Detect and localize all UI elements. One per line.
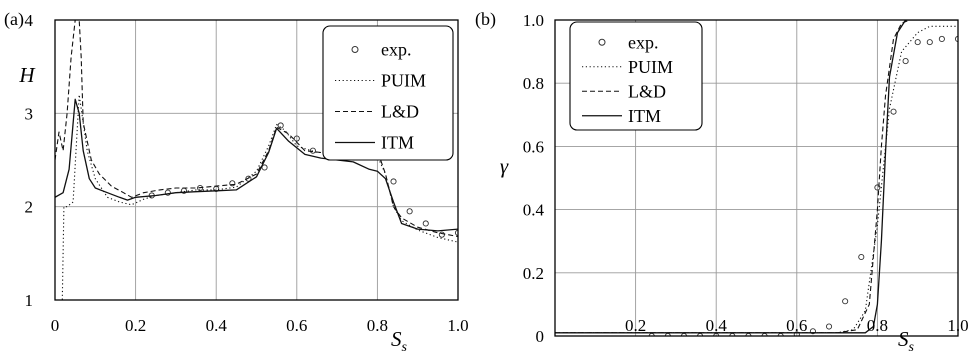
data-point-exp xyxy=(874,184,881,191)
chart-panel-b: 0.2 0.4 0.6 0.8 1.0 0 0.2 0.4 0.6 0.8 1.0 (b) γ Ss exp… xyxy=(475,9,969,355)
series-line-itm xyxy=(55,98,458,232)
y-tick-label: 3 xyxy=(25,104,34,123)
data-point-exp xyxy=(390,178,397,185)
x-tick-label: 0 xyxy=(51,316,60,335)
x-tick-label: 0.6 xyxy=(786,316,807,335)
x-tick-label: 0.6 xyxy=(286,316,307,335)
legend: exp. PUIM L&D ITM xyxy=(569,21,703,131)
data-point-exp xyxy=(825,323,833,330)
plot-area xyxy=(555,20,958,336)
y-tick-label: 0.6 xyxy=(523,137,544,156)
data-point-exp xyxy=(858,253,865,261)
x-tick-label: 0.8 xyxy=(367,316,388,335)
legend-box xyxy=(322,25,454,161)
legend-label: exp. xyxy=(381,40,412,60)
y-tick-label: 4 xyxy=(25,11,34,30)
y-tick-label: 1.0 xyxy=(523,11,544,30)
data-point-exp xyxy=(438,231,445,238)
x-tick-label: 0.2 xyxy=(125,316,146,335)
legend-box xyxy=(569,21,703,131)
plot-frame xyxy=(54,19,459,301)
legend-label: ITM xyxy=(381,133,414,153)
x-tick-label: 1.0 xyxy=(447,316,468,335)
y-axis-title: γ xyxy=(500,154,509,178)
y-tick-label: 0 xyxy=(536,327,545,346)
data-point-exp xyxy=(406,208,413,215)
data-point-exp xyxy=(309,147,316,154)
panel-label: (a) xyxy=(4,9,24,30)
legend-marker-exp xyxy=(598,38,606,46)
data-point-exp xyxy=(293,135,300,142)
data-point-exp xyxy=(261,164,268,171)
data-point-exp xyxy=(422,220,429,227)
x-tick-label: 0.4 xyxy=(206,316,228,335)
x-tick-label: 0.4 xyxy=(706,316,728,335)
x-tick-label: 0.8 xyxy=(867,316,888,335)
data-point-exp xyxy=(954,35,958,43)
plot-frame xyxy=(554,19,959,337)
x-tick-label: 0.2 xyxy=(625,316,646,335)
data-point-exp xyxy=(902,58,909,65)
data-point-exp xyxy=(809,328,816,335)
y-tick-label: 0.2 xyxy=(523,264,544,283)
data-point-exp xyxy=(938,35,945,43)
x-axis-title: Ss xyxy=(898,327,915,355)
legend-label: PUIM xyxy=(628,57,673,77)
data-point-exp xyxy=(914,39,921,46)
data-point-exp xyxy=(793,331,800,336)
series-line-itm xyxy=(555,20,958,334)
data-point-exp xyxy=(842,298,849,305)
data-point-exp xyxy=(164,189,171,196)
data-point-exp xyxy=(890,108,897,115)
legend-label: PUIM xyxy=(381,71,426,91)
data-point-exp xyxy=(229,180,236,187)
chart-panel-a: 0 0.2 0.4 0.6 0.8 1.0 1 2 3 4(a) H Ss exp. PUIM L&D ITM xyxy=(4,9,469,355)
panel-label: (b) xyxy=(475,9,496,30)
legend-label: L&D xyxy=(628,81,666,101)
legend-label: L&D xyxy=(381,102,419,122)
y-axis-title: H xyxy=(18,63,36,87)
legend-label: exp. xyxy=(628,32,659,52)
data-point-exp xyxy=(277,122,284,129)
y-tick-label: 0.4 xyxy=(523,201,545,220)
x-axis-title: Ss xyxy=(391,327,408,355)
y-tick-label: 2 xyxy=(25,198,34,217)
y-tick-label: 0.8 xyxy=(523,74,544,93)
data-point-exp xyxy=(926,39,933,46)
y-tick-label: 1 xyxy=(25,291,34,310)
series-line-puim xyxy=(555,25,958,334)
legend: exp. PUIM L&D ITM xyxy=(322,25,454,161)
legend-marker-exp xyxy=(351,46,359,53)
data-point-exp xyxy=(197,184,204,192)
x-tick-label: 1.0 xyxy=(947,316,968,335)
legend-label: ITM xyxy=(628,106,661,126)
